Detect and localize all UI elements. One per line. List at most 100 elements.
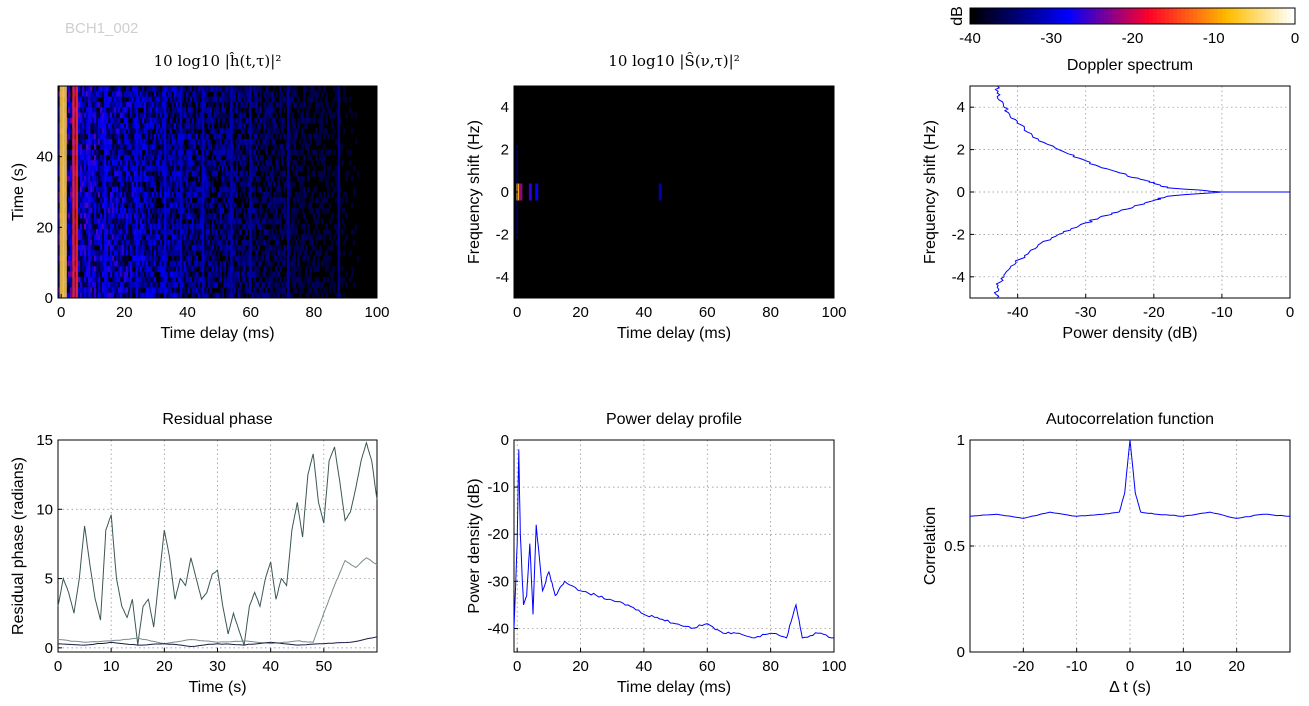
heatmap-cell [101,112,105,119]
heatmap-cell [335,165,338,172]
heatmap-cell [101,202,105,209]
heatmap-cell [175,202,179,209]
heatmap-cell [321,176,324,182]
heatmap-cell [93,133,97,140]
x-tick-label: 80 [305,304,322,321]
heatmap-cell [58,271,61,278]
heatmap-cell [99,218,103,225]
heatmap-cell [161,250,165,257]
heatmap-cell [89,154,93,161]
heatmap-cell [221,229,224,235]
heatmap-cell [177,271,181,278]
heatmap-cell [147,112,151,119]
heatmap-cell [291,260,294,267]
heatmap-cell [125,133,129,140]
heatmap-cell [77,282,81,288]
heatmap-cell [263,229,266,235]
heatmap-cell [233,266,236,272]
heatmap-cell [91,96,95,103]
heatmap-cell [265,197,268,204]
heatmap-cell [119,149,123,156]
heatmap-cell [137,207,141,214]
heatmap-cell [215,139,218,145]
heatmap-cell [109,234,113,241]
heatmap-cell [79,266,83,272]
heatmap-cell [185,229,189,235]
heatmap-cell [109,139,113,145]
colorbar-cell [1225,8,1231,24]
heatmap-cell [183,186,187,193]
heatmap-cell [299,245,302,251]
heatmap-cell [267,112,270,119]
heatmap-cell [265,276,268,283]
heatmap-cell [279,245,282,251]
heatmap-cell [143,207,147,214]
heatmap-cell [319,139,322,145]
colorbar-cell [1067,8,1073,24]
heatmap-cell [173,181,177,188]
heatmap-cell [121,218,125,225]
heatmap-cell [335,176,338,182]
heatmap-cell [89,181,93,188]
heatmap-cell [101,181,105,188]
heatmap-cell [207,117,211,124]
heatmap-cell [117,276,121,283]
heatmap-cell [95,250,99,257]
heatmap-cell [111,160,115,166]
heatmap-cell [349,107,352,113]
heatmap-cell [313,86,316,92]
heatmap-cell [331,276,334,283]
heatmap-cell [255,255,258,262]
heatmap-cell [203,133,207,140]
heatmap-cell [267,250,270,257]
heatmap-cell [325,266,328,272]
heatmap-cell [255,282,258,288]
heatmap-cell [203,181,207,188]
heatmap-cell [189,213,193,219]
heatmap-cell [227,192,230,198]
heatmap-cell [247,245,250,251]
heatmap-cell [251,292,254,299]
heatmap-cell [235,255,238,262]
heatmap-cell [295,266,298,272]
heatmap-cell [295,207,298,214]
heatmap-cell [185,149,189,156]
y-tick-label: 40 [36,149,53,166]
heatmap-cell [83,123,87,129]
heatmap-cell [81,260,85,267]
heatmap-cell [105,260,109,267]
heatmap-cell [89,292,93,299]
heatmap-cell [58,144,61,151]
heatmap-cell [237,218,240,225]
heatmap-cell [107,218,111,225]
heatmap-cell [81,234,85,241]
heatmap-cell [279,192,282,198]
heatmap-cell [149,123,153,129]
heatmap-cell [313,165,316,172]
heatmap-cell [65,123,69,129]
heatmap-cell [321,149,324,156]
heatmap-cell [199,123,203,129]
heatmap-cell [77,149,81,156]
heatmap-cell [297,266,300,272]
heatmap-cell [119,144,123,151]
heatmap-cell [67,292,71,299]
heatmap-cell [243,107,246,113]
heatmap-cell [155,245,159,251]
heatmap-cell [65,96,69,103]
heatmap-cell [79,207,83,214]
heatmap-delay-line [75,86,78,298]
heatmap-cell [265,207,268,214]
heatmap-cell [151,292,155,299]
heatmap-cell [79,123,83,129]
heatmap-cell [97,91,101,98]
heatmap-cell [177,101,181,108]
heatmap-cell [169,144,173,151]
heatmap-cell [289,154,292,161]
heatmap-cell [323,197,326,204]
heatmap-cell [129,213,133,219]
heatmap-cell [237,234,240,241]
heatmap-cell [181,197,185,204]
heatmap-cell [321,128,324,135]
heatmap-cell [225,223,228,230]
